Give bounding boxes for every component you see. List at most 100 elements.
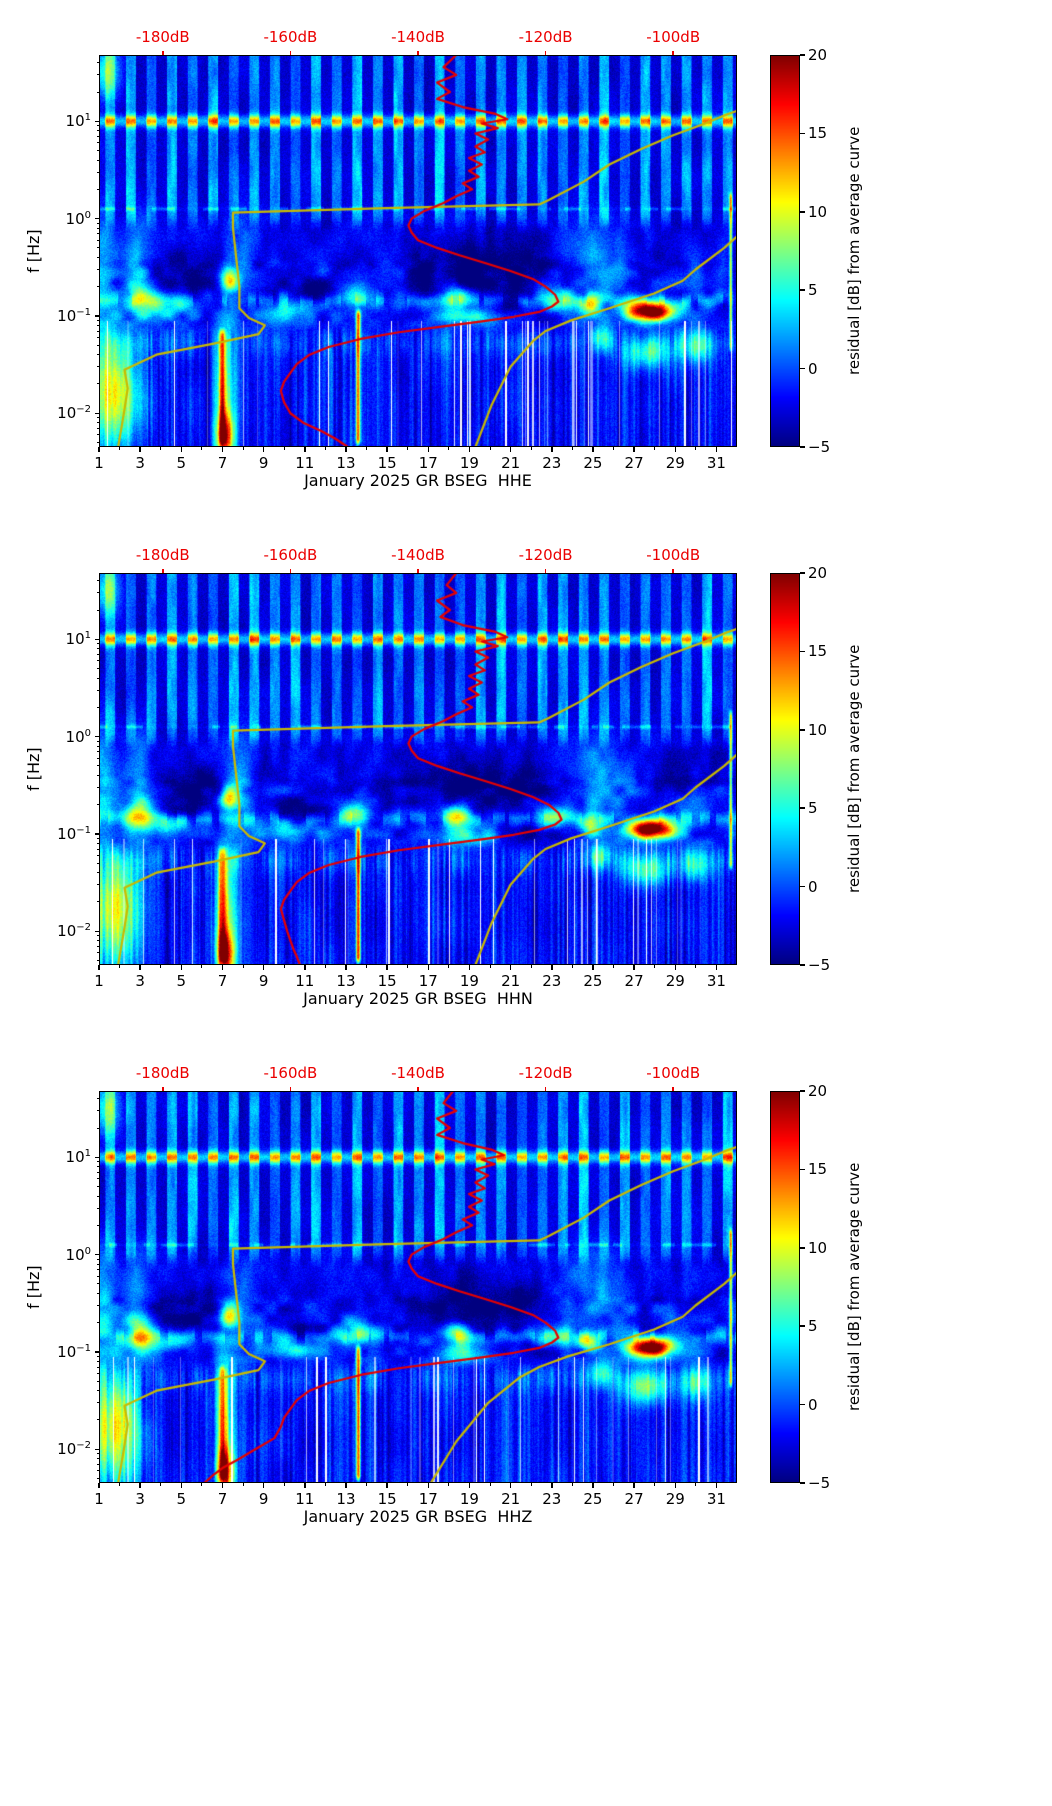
- colorbar-tick: [800, 211, 805, 213]
- top-axis-label: -100dB: [646, 546, 701, 564]
- x-axis-title: January 2025 GR BSEG HHZ: [303, 1507, 533, 1526]
- x-tick-label: 5: [176, 454, 187, 472]
- top-axis-label: -140dB: [391, 1064, 445, 1082]
- y-minor-tick: [96, 1186, 99, 1188]
- x-tick-label: 23: [542, 972, 562, 990]
- x-axis-title: January 2025 GR BSEG HHN: [303, 989, 533, 1008]
- colorbar-title: residual [dB] from average curve: [845, 644, 863, 894]
- x-minor-tick: [283, 965, 285, 968]
- x-minor-tick: [530, 447, 532, 450]
- x-minor-tick: [571, 965, 573, 968]
- x-tick: [304, 965, 306, 970]
- x-minor-tick: [448, 965, 450, 968]
- colorbar-canvas-hhn: [770, 573, 800, 965]
- x-tick: [180, 965, 183, 970]
- x-tick-label: 7: [217, 454, 228, 472]
- colorbar-tick: [800, 54, 805, 56]
- x-minor-tick: [324, 447, 326, 450]
- colorbar-tick: [800, 1090, 805, 1092]
- top-axis-label: -100dB: [646, 28, 701, 46]
- y-minor-tick: [96, 1283, 99, 1285]
- y-minor-tick: [96, 233, 99, 235]
- y-minor-tick: [96, 804, 99, 806]
- y-minor-tick: [96, 1478, 99, 1480]
- y-axis-title: f [Hz]: [24, 229, 43, 273]
- colorbar-tick-label: 15: [808, 124, 828, 143]
- x-tick: [98, 1483, 100, 1488]
- y-minor-tick: [96, 837, 99, 839]
- y-tick: [94, 1253, 99, 1256]
- top-axis-label: -180dB: [135, 1064, 190, 1082]
- x-minor-tick: [366, 965, 368, 968]
- x-tick: [98, 965, 100, 970]
- x-tick: [262, 965, 265, 970]
- x-tick: [592, 1483, 594, 1488]
- x-minor-tick: [407, 1483, 409, 1486]
- panel-hhn: January 2025 GR BSEG HHN f [Hz] residual…: [0, 518, 1052, 1036]
- x-tick-label: 19: [459, 454, 479, 472]
- x-tick: [551, 965, 553, 970]
- top-axis-label: -140dB: [391, 28, 445, 46]
- colorbar-tick-label: 20: [808, 564, 828, 582]
- x-tick-label: 13: [336, 972, 356, 990]
- top-axis-label: -120dB: [518, 1064, 573, 1082]
- x-tick-label: 31: [706, 1490, 726, 1508]
- y-minor-tick: [96, 751, 99, 753]
- x-tick-label: 21: [501, 1490, 521, 1508]
- colorbar-tick-label: 5: [808, 281, 818, 300]
- colorbar-tick-label: 15: [808, 1160, 828, 1179]
- colorbar-tick-label: 5: [808, 799, 818, 818]
- y-minor-tick: [96, 872, 99, 874]
- y-minor-tick: [96, 668, 99, 670]
- x-tick-label: 29: [665, 1490, 685, 1508]
- x-minor-tick: [366, 1483, 368, 1486]
- y-minor-tick: [96, 1171, 99, 1173]
- x-tick-label: 21: [501, 972, 521, 990]
- y-tick: [94, 638, 99, 641]
- x-tick: [674, 1483, 676, 1488]
- y-minor-tick: [96, 1373, 99, 1375]
- x-tick-label: 15: [377, 972, 397, 990]
- y-minor-tick: [96, 765, 99, 767]
- top-tick: [672, 50, 674, 55]
- y-tick-label: 101: [65, 112, 91, 131]
- x-tick: [674, 447, 676, 452]
- y-minor-tick: [96, 427, 99, 429]
- x-minor-tick: [242, 1483, 244, 1486]
- x-tick: [139, 447, 141, 452]
- top-tick: [544, 50, 547, 55]
- y-minor-tick: [96, 1360, 99, 1362]
- x-minor-tick: [242, 965, 244, 968]
- y-tick-label: 10−2: [57, 404, 91, 423]
- x-minor-tick: [283, 447, 285, 450]
- x-minor-tick: [489, 1483, 491, 1486]
- colorbar-tick: [800, 1325, 805, 1327]
- y-minor-tick: [96, 653, 99, 655]
- x-tick-label: 19: [459, 972, 479, 990]
- y-minor-tick: [96, 774, 99, 776]
- x-tick: [509, 965, 512, 970]
- x-minor-tick: [324, 965, 326, 968]
- y-minor-tick: [96, 648, 99, 650]
- colorbar-tick: [800, 729, 805, 731]
- top-tick: [672, 568, 674, 573]
- x-tick: [715, 447, 718, 452]
- x-minor-tick: [530, 965, 532, 968]
- x-minor-tick: [571, 447, 573, 450]
- y-minor-tick: [96, 324, 99, 326]
- top-tick: [544, 568, 547, 573]
- x-minor-tick: [654, 965, 656, 968]
- y-minor-tick: [96, 1292, 99, 1294]
- y-tick-label: 100: [65, 209, 91, 228]
- x-tick: [98, 447, 100, 452]
- x-tick-label: 9: [258, 972, 269, 990]
- y-minor-tick: [96, 1258, 99, 1260]
- x-minor-tick: [613, 1483, 615, 1486]
- y-minor-tick: [96, 1366, 99, 1368]
- colorbar-canvas-hhz: [770, 1091, 800, 1483]
- x-minor-tick: [613, 447, 615, 450]
- y-minor-tick: [96, 1263, 99, 1265]
- y-minor-tick: [96, 74, 99, 76]
- x-tick: [468, 1483, 471, 1488]
- y-minor-tick: [96, 1207, 99, 1209]
